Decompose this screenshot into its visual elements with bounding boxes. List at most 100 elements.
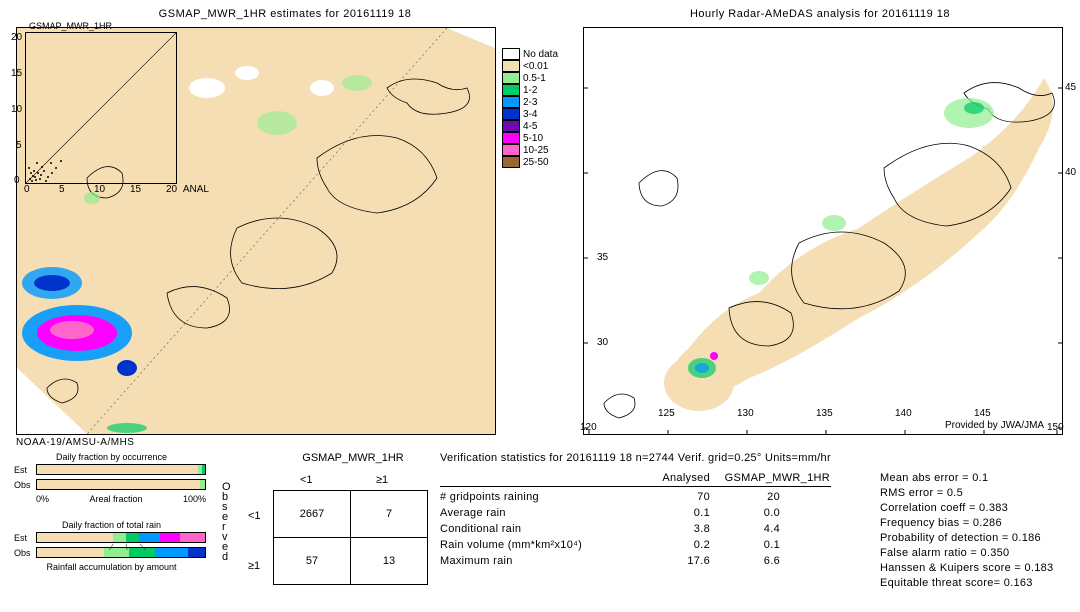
inset-ytick: 5 [16,140,22,151]
verif-v1: 0.2 [640,539,710,551]
radar-coverage [671,78,1053,399]
ct-side-label: Observed [222,482,231,562]
right-map-svg [584,28,1062,434]
bar-segment [139,533,159,542]
verif-label: Rain volume (mm*km²x10⁴) [440,539,640,551]
verif-v1: 3.8 [640,523,710,535]
ct-cell-01: 7 [350,490,428,538]
ytick: 40 [1065,167,1076,178]
ct-cell-11: 13 [350,537,428,585]
occurrence-bars: Daily fraction by occurrence Est Obs 0% … [14,452,209,504]
inset-xtick: 10 [94,184,105,195]
ct-col1: <1 [300,474,313,486]
contingency-table: GSMAP_MWR_1HR <1 ≥1 <1 ≥1 Observed 2667 … [238,452,428,592]
bar-segment [37,480,200,489]
verif-v1: 0.1 [640,507,710,519]
bar-segment [129,548,154,557]
legend-swatch [502,120,520,132]
legend-label: 5-10 [523,133,543,144]
legend-swatch [502,48,520,60]
inset-ytick: 20 [11,32,22,43]
legend-label: 25-50 [523,157,549,168]
metric-row: False alarm ratio = 0.350 [880,547,1053,559]
inset-xtick: 20 [166,184,177,195]
bar-segment [188,548,205,557]
ct-title: GSMAP_MWR_1HR [278,452,428,464]
inset-ytick: 15 [11,68,22,79]
verif-v1: 17.6 [640,555,710,567]
inset-ytick: 0 [14,175,20,186]
rain-est-bar [36,532,206,543]
legend-label: 3-4 [523,109,537,120]
verif-header: Verification statistics for 20161119 18 … [440,452,831,464]
ct-cell-10: 57 [273,537,351,585]
bar-segment [200,480,205,489]
legend-swatch [502,156,520,168]
xtick: 100% [183,494,206,504]
metric-row: Probability of detection = 0.186 [880,532,1053,544]
anal-label: ANAL [183,184,209,195]
legend-row: 3-4 [502,108,558,120]
rain-title: Daily fraction of total rain [14,520,209,530]
verif-row: Conditional rain3.84.4 [440,523,831,535]
verification-stats: Verification statistics for 20161119 18 … [440,452,831,571]
provider-credit: Provided by JWA/JMA [945,420,1044,431]
metric-row: RMS error = 0.5 [880,487,1053,499]
legend-swatch [502,84,520,96]
metrics-list: Mean abs error = 0.1RMS error = 0.5Corre… [880,472,1053,592]
verif-col1: Analysed [640,472,710,484]
legend-row: 0.5-1 [502,72,558,84]
left-map-subtitle: NOAA-19/AMSU-A/MHS [16,437,134,448]
legend-swatch [502,60,520,72]
ct-col2: ≥1 [376,474,388,486]
bar-segment [113,533,126,542]
verif-row: Maximum rain17.66.6 [440,555,831,567]
legend-swatch [502,108,520,120]
metric-row: Hanssen & Kuipers score = 0.183 [880,562,1053,574]
left-map-title: GSMAP_MWR_1HR estimates for 20161119 18 [70,8,500,20]
left-map: GSMAP_MWR_1HR 0 5 10 15 20 0 5 10 15 20 … [16,27,496,435]
total-rain-bars: Daily fraction of total rain Est Obs Rai… [14,520,209,572]
inset-xtick: 5 [59,184,65,195]
ytick: 30 [597,337,608,348]
legend-row: 1-2 [502,84,558,96]
ytick: 35 [597,252,608,263]
bar-segment [160,533,180,542]
inset-xtick: 0 [24,184,30,195]
xtick: 145 [974,408,991,419]
verif-row: # gridpoints raining7020 [440,491,831,503]
accum-title: Rainfall accumulation by amount [14,562,209,572]
verif-col2: GSMAP_MWR_1HR [710,472,830,484]
ct-row1: <1 [248,510,261,522]
verif-v2: 20 [710,491,780,503]
verif-v1: 70 [640,491,710,503]
legend-row: 10-25 [502,144,558,156]
legend-row: 2-3 [502,96,558,108]
legend-row: 4-5 [502,120,558,132]
legend-label: 4-5 [523,121,537,132]
bar-segment [37,465,198,474]
xtick: 135 [816,408,833,419]
bar-segment [126,533,139,542]
legend-label: 10-25 [523,145,549,156]
ytick: 45 [1065,82,1076,93]
bar-segment [104,548,129,557]
xlabel: Areal fraction [89,494,142,504]
legend-label: 1-2 [523,85,537,96]
occ-obs-bar [36,479,206,490]
xtick: 0% [36,494,49,504]
verif-row: Average rain0.10.0 [440,507,831,519]
inset-svg [26,33,176,183]
legend-row: 25-50 [502,156,558,168]
verif-label: Average rain [440,507,640,519]
metric-row: Equitable threat score= 0.163 [880,577,1053,589]
rain-obs-bar [36,547,206,558]
bar-label-est: Est [14,465,36,475]
xtick: 120 [580,422,597,433]
bar-segment [155,548,189,557]
legend-label: 2-3 [523,97,537,108]
verif-label: # gridpoints raining [440,491,640,503]
color-legend: No data<0.010.5-11-22-33-44-55-1010-2525… [502,48,558,168]
verif-label: Maximum rain [440,555,640,567]
inset-ytick: 10 [11,104,22,115]
